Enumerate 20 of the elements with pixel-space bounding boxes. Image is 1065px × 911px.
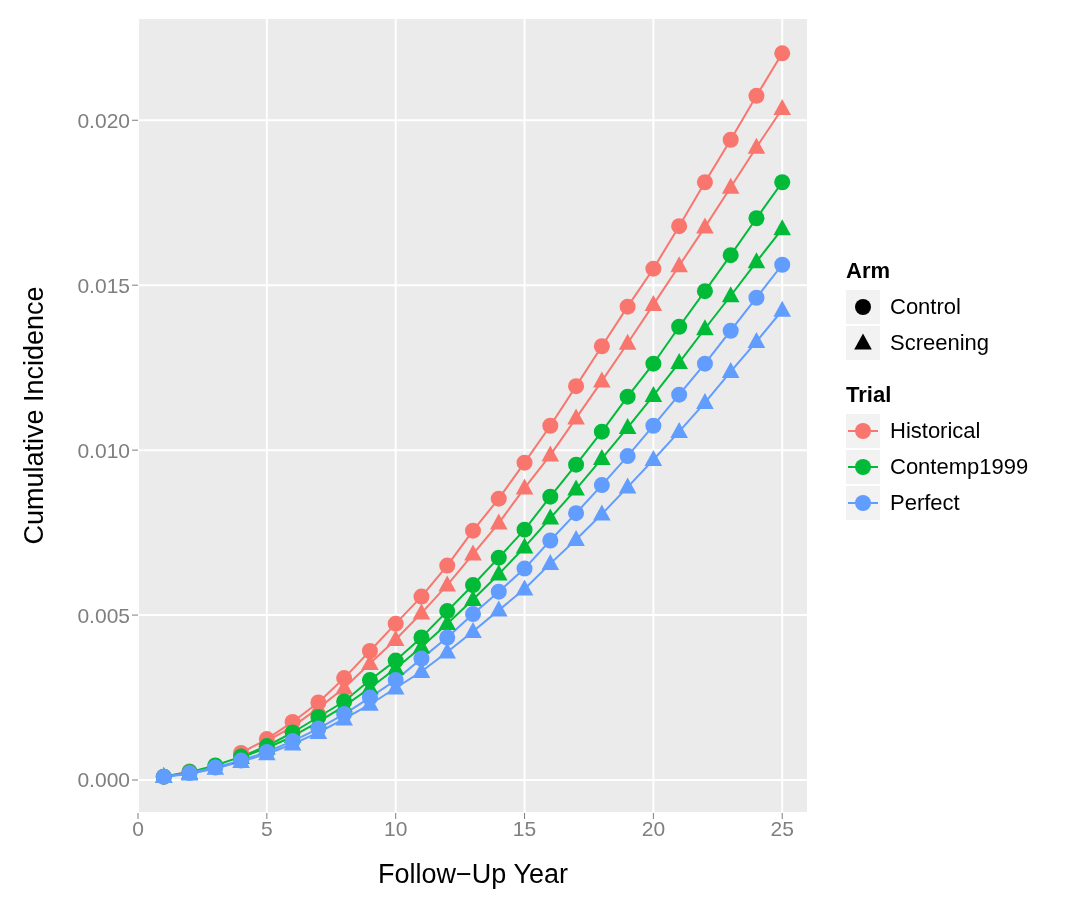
y-tick-label: 0.000: [77, 768, 130, 792]
legend-label: Historical: [890, 418, 981, 444]
text: Screening: [890, 330, 990, 356]
y-tick-label: 0.015: [77, 273, 130, 297]
text: Control: [890, 294, 961, 320]
y-axis-title: Cumulative Incidence: [18, 286, 49, 545]
y-tick-label: 0.010: [77, 438, 130, 462]
y-tick-label: 0.020: [77, 108, 130, 132]
text: Arm: [846, 258, 891, 283]
x-tick-label: 5: [261, 816, 273, 840]
legend-label: Perfect: [890, 490, 960, 516]
x-tick-label: 15: [512, 816, 537, 840]
x-axis-title: Follow−Up Year: [378, 859, 568, 889]
text: Trial: [846, 382, 892, 407]
x-tick-label: 25: [770, 816, 794, 840]
y-tick-label: 0.005: [77, 603, 130, 627]
x-tick-label: 10: [384, 816, 408, 840]
legend-label: Contemp1999: [890, 454, 1029, 480]
x-tick-label: 0: [132, 816, 144, 840]
x-tick-label: 20: [641, 816, 666, 840]
